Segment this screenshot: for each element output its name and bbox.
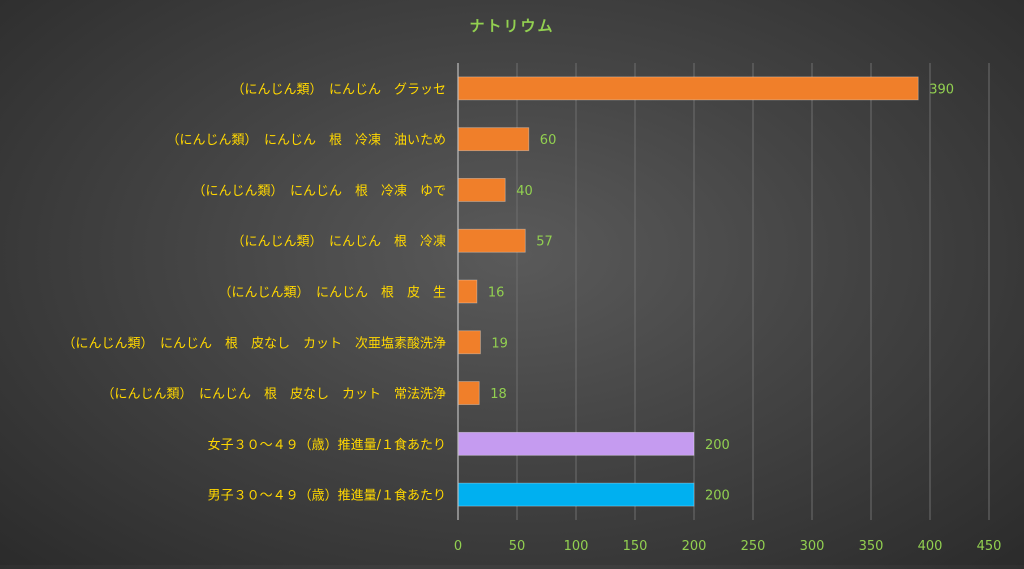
- x-tick-label: 200: [682, 539, 707, 554]
- bar: [457, 228, 526, 253]
- value-label: 16: [488, 286, 505, 301]
- x-tick-label: 400: [918, 539, 943, 554]
- x-tick-label: 0: [454, 539, 462, 554]
- category-label: （にんじん類） にんじん 根 皮なし カット 次亜塩素酸洗浄: [62, 335, 446, 351]
- category-label: （にんじん類） にんじん グラッセ: [231, 82, 446, 97]
- bar: [457, 279, 478, 304]
- category-label: （にんじん類） にんじん 根 冷凍: [231, 234, 446, 250]
- value-label: 18: [490, 387, 507, 402]
- value-label: 60: [540, 133, 557, 148]
- bar: [457, 178, 506, 202]
- chart-title: ナトリウム: [469, 17, 554, 35]
- x-tick-label: 300: [800, 539, 825, 554]
- x-tick-label: 350: [859, 539, 884, 554]
- bar: [457, 127, 530, 152]
- bar: [457, 431, 695, 456]
- value-label: 200: [705, 489, 730, 504]
- category-label: 男子３０～４９（歳）推進量/１食あたり: [208, 488, 446, 504]
- bar: [457, 330, 481, 355]
- x-tick-label: 100: [564, 539, 589, 554]
- gridlines: [516, 63, 990, 520]
- category-label: （にんじん類） にんじん 根 皮 生: [218, 286, 446, 301]
- value-label: 390: [929, 82, 954, 97]
- value-label: 19: [491, 336, 508, 351]
- bars: [457, 76, 919, 507]
- bar: [457, 482, 695, 507]
- category-label: 女子３０～４９（歳）推進量/１食あたり: [208, 437, 446, 453]
- labels: 0 50 100 150 200 250 300 350 400 450 （にんじん類） にんじん …: [62, 82, 1001, 554]
- x-tick-label: 50: [509, 539, 526, 554]
- x-tick-label: 250: [741, 539, 766, 554]
- value-label: 200: [705, 438, 730, 453]
- x-tick-label: 150: [623, 539, 648, 554]
- x-tick-label: 450: [977, 539, 1002, 554]
- category-label: （にんじん類） にんじん 根 冷凍 ゆで: [192, 183, 446, 199]
- category-label: （にんじん類） にんじん 根 皮なし カット 常法洗浄: [101, 387, 446, 402]
- category-label: （にんじん類） にんじん 根 冷凍 油いため: [166, 132, 446, 148]
- bar: [457, 76, 919, 101]
- bar: [457, 381, 480, 405]
- value-label: 57: [536, 235, 553, 250]
- value-label: 40: [516, 184, 533, 199]
